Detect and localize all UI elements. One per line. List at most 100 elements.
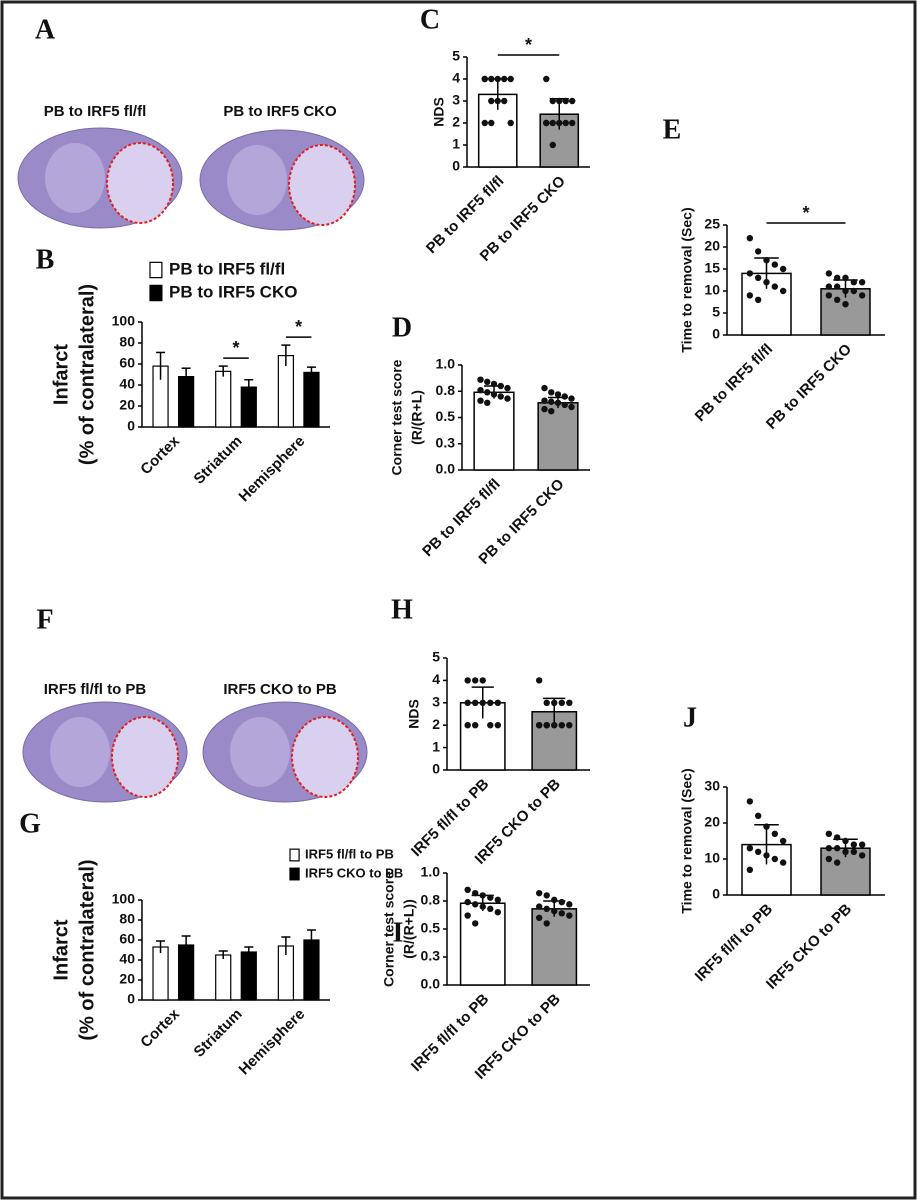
data-point [543, 722, 550, 729]
data-point [477, 387, 484, 394]
y-axis-label: (% of contralateral) [76, 859, 98, 1040]
y-tick-label: 10 [704, 282, 720, 298]
data-point [754, 248, 762, 255]
data-point [464, 677, 471, 684]
y-tick-label: 0.5 [436, 408, 456, 424]
data-point [543, 905, 550, 913]
data-point [543, 75, 550, 83]
data-point [850, 841, 858, 848]
error-bar [244, 946, 254, 957]
data-point [561, 401, 568, 409]
data-point [494, 699, 502, 706]
data-point [779, 265, 787, 273]
data-point [746, 292, 754, 299]
y-tick-label: 3 [452, 92, 460, 108]
data-point [561, 393, 568, 400]
image-caption: IRF5 CKO to PB [223, 681, 337, 698]
data-point [507, 119, 514, 127]
data-point [494, 722, 502, 729]
y-tick-label: 0 [127, 418, 135, 434]
error-bar [281, 344, 291, 367]
data-point [833, 859, 841, 866]
y-tick-label: 0.0 [421, 976, 441, 992]
data-point [558, 910, 565, 917]
data-point [494, 896, 502, 904]
data-point [779, 837, 787, 845]
data-point [825, 270, 833, 277]
data-point [754, 812, 762, 819]
data-point [549, 141, 556, 149]
data-point [488, 75, 495, 83]
y-axis-label: Time to removal (Sec) [679, 768, 695, 913]
y-tick-label: 0 [712, 326, 720, 342]
data-point [858, 852, 866, 859]
panel-label: G [19, 808, 41, 839]
data-point [833, 283, 841, 290]
error-bar [156, 940, 166, 953]
data-point [569, 119, 576, 127]
bar [303, 371, 320, 428]
brain-detail [45, 143, 105, 213]
data-point [548, 408, 555, 415]
y-tick-label: 40 [119, 951, 135, 967]
data-point [779, 859, 787, 866]
y-tick-label: 0.5 [421, 920, 441, 936]
data-point [487, 905, 494, 913]
panel-label: C [420, 4, 440, 35]
bar [215, 954, 232, 1001]
data-point [479, 903, 486, 910]
data-point [484, 378, 491, 385]
y-axis-label: (R/(R+L) [409, 390, 425, 445]
y-tick-label: 20 [704, 238, 720, 254]
y-tick-label: 0 [712, 886, 720, 902]
data-point [535, 722, 543, 729]
y-tick-label: 0.3 [436, 434, 456, 450]
panel-label: J [683, 702, 697, 733]
panel-label: I [393, 917, 404, 948]
data-point [568, 395, 575, 402]
data-point [479, 699, 486, 706]
bar [215, 370, 232, 428]
data-point [566, 699, 573, 706]
y-tick-label: 20 [119, 397, 135, 413]
data-point [771, 261, 779, 268]
data-point [494, 97, 501, 105]
significance-label: * [295, 317, 302, 337]
data-point [472, 677, 479, 684]
data-point [842, 837, 849, 845]
data-point [507, 75, 514, 83]
y-tick-label: 2 [432, 716, 440, 732]
data-point [850, 287, 858, 295]
y-tick-label: 0.3 [421, 948, 441, 964]
y-tick-label: 15 [704, 260, 720, 276]
y-tick-label: 0.0 [436, 461, 456, 477]
data-point [464, 886, 471, 893]
panel-label: H [391, 594, 413, 625]
y-tick-label: 1.0 [436, 356, 456, 372]
significance-label: * [802, 203, 809, 223]
data-point [763, 257, 770, 264]
data-point [754, 274, 762, 281]
data-point [490, 391, 498, 398]
data-point [566, 912, 573, 919]
panel-label: F [36, 604, 53, 635]
y-tick-label: 5 [452, 48, 460, 64]
data-point [464, 912, 471, 919]
data-point [569, 97, 576, 105]
data-point [484, 389, 491, 396]
data-point [825, 283, 833, 290]
data-point [472, 699, 479, 706]
y-axis-label: Corner test score [381, 871, 397, 987]
y-tick-label: 4 [432, 671, 440, 687]
legend-swatch [289, 867, 300, 881]
data-point [562, 97, 569, 105]
y-tick-label: 30 [704, 778, 720, 794]
data-point [556, 119, 563, 127]
data-point [746, 270, 754, 277]
data-point [763, 852, 770, 859]
legend-label: IRF5 fl/fl to PB [305, 846, 394, 861]
y-tick-label: 80 [119, 334, 135, 350]
y-axis-label: Corner test score [389, 359, 405, 475]
data-point [543, 119, 550, 127]
data-point [833, 834, 841, 841]
